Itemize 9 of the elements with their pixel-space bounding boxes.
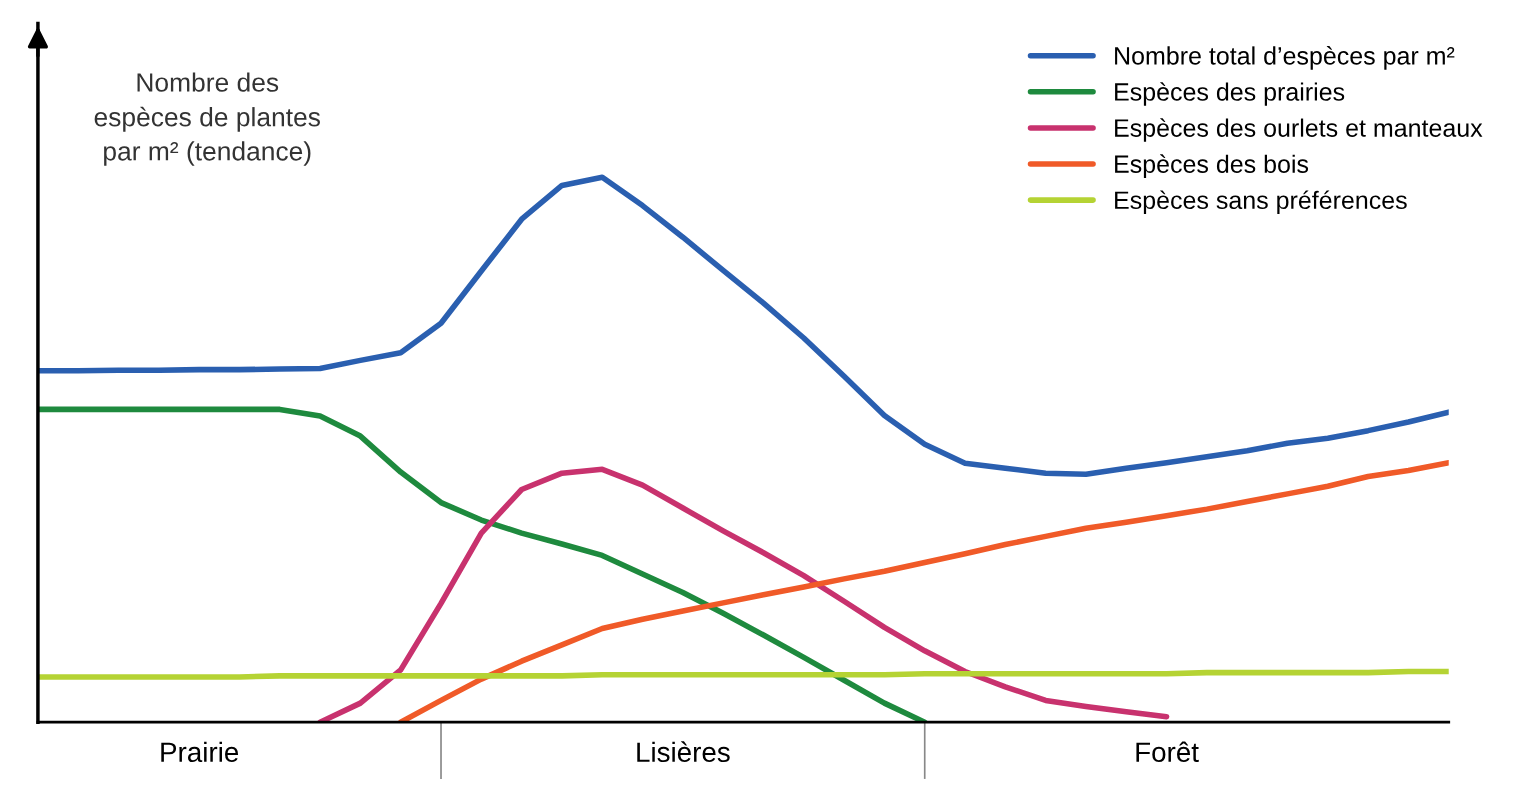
legend-label: Nombre total d’espèces par m² [1115,46,1455,70]
x-tick-label: Prairie [161,741,239,763]
x-tick-label: Forêt [1136,741,1199,763]
x-tick-label: Lisières [637,741,730,763]
legend-label: Espèces sans préférences [1115,190,1407,215]
y-axis-title: Nombre des espèces de plantes par m² (tendance) [94,72,320,166]
legend-label: Espèces des ourlets et manteaux [1115,118,1483,142]
legend-label: Espèces des prairies [1115,82,1345,106]
legend-label: Espèces des bois [1115,154,1309,178]
